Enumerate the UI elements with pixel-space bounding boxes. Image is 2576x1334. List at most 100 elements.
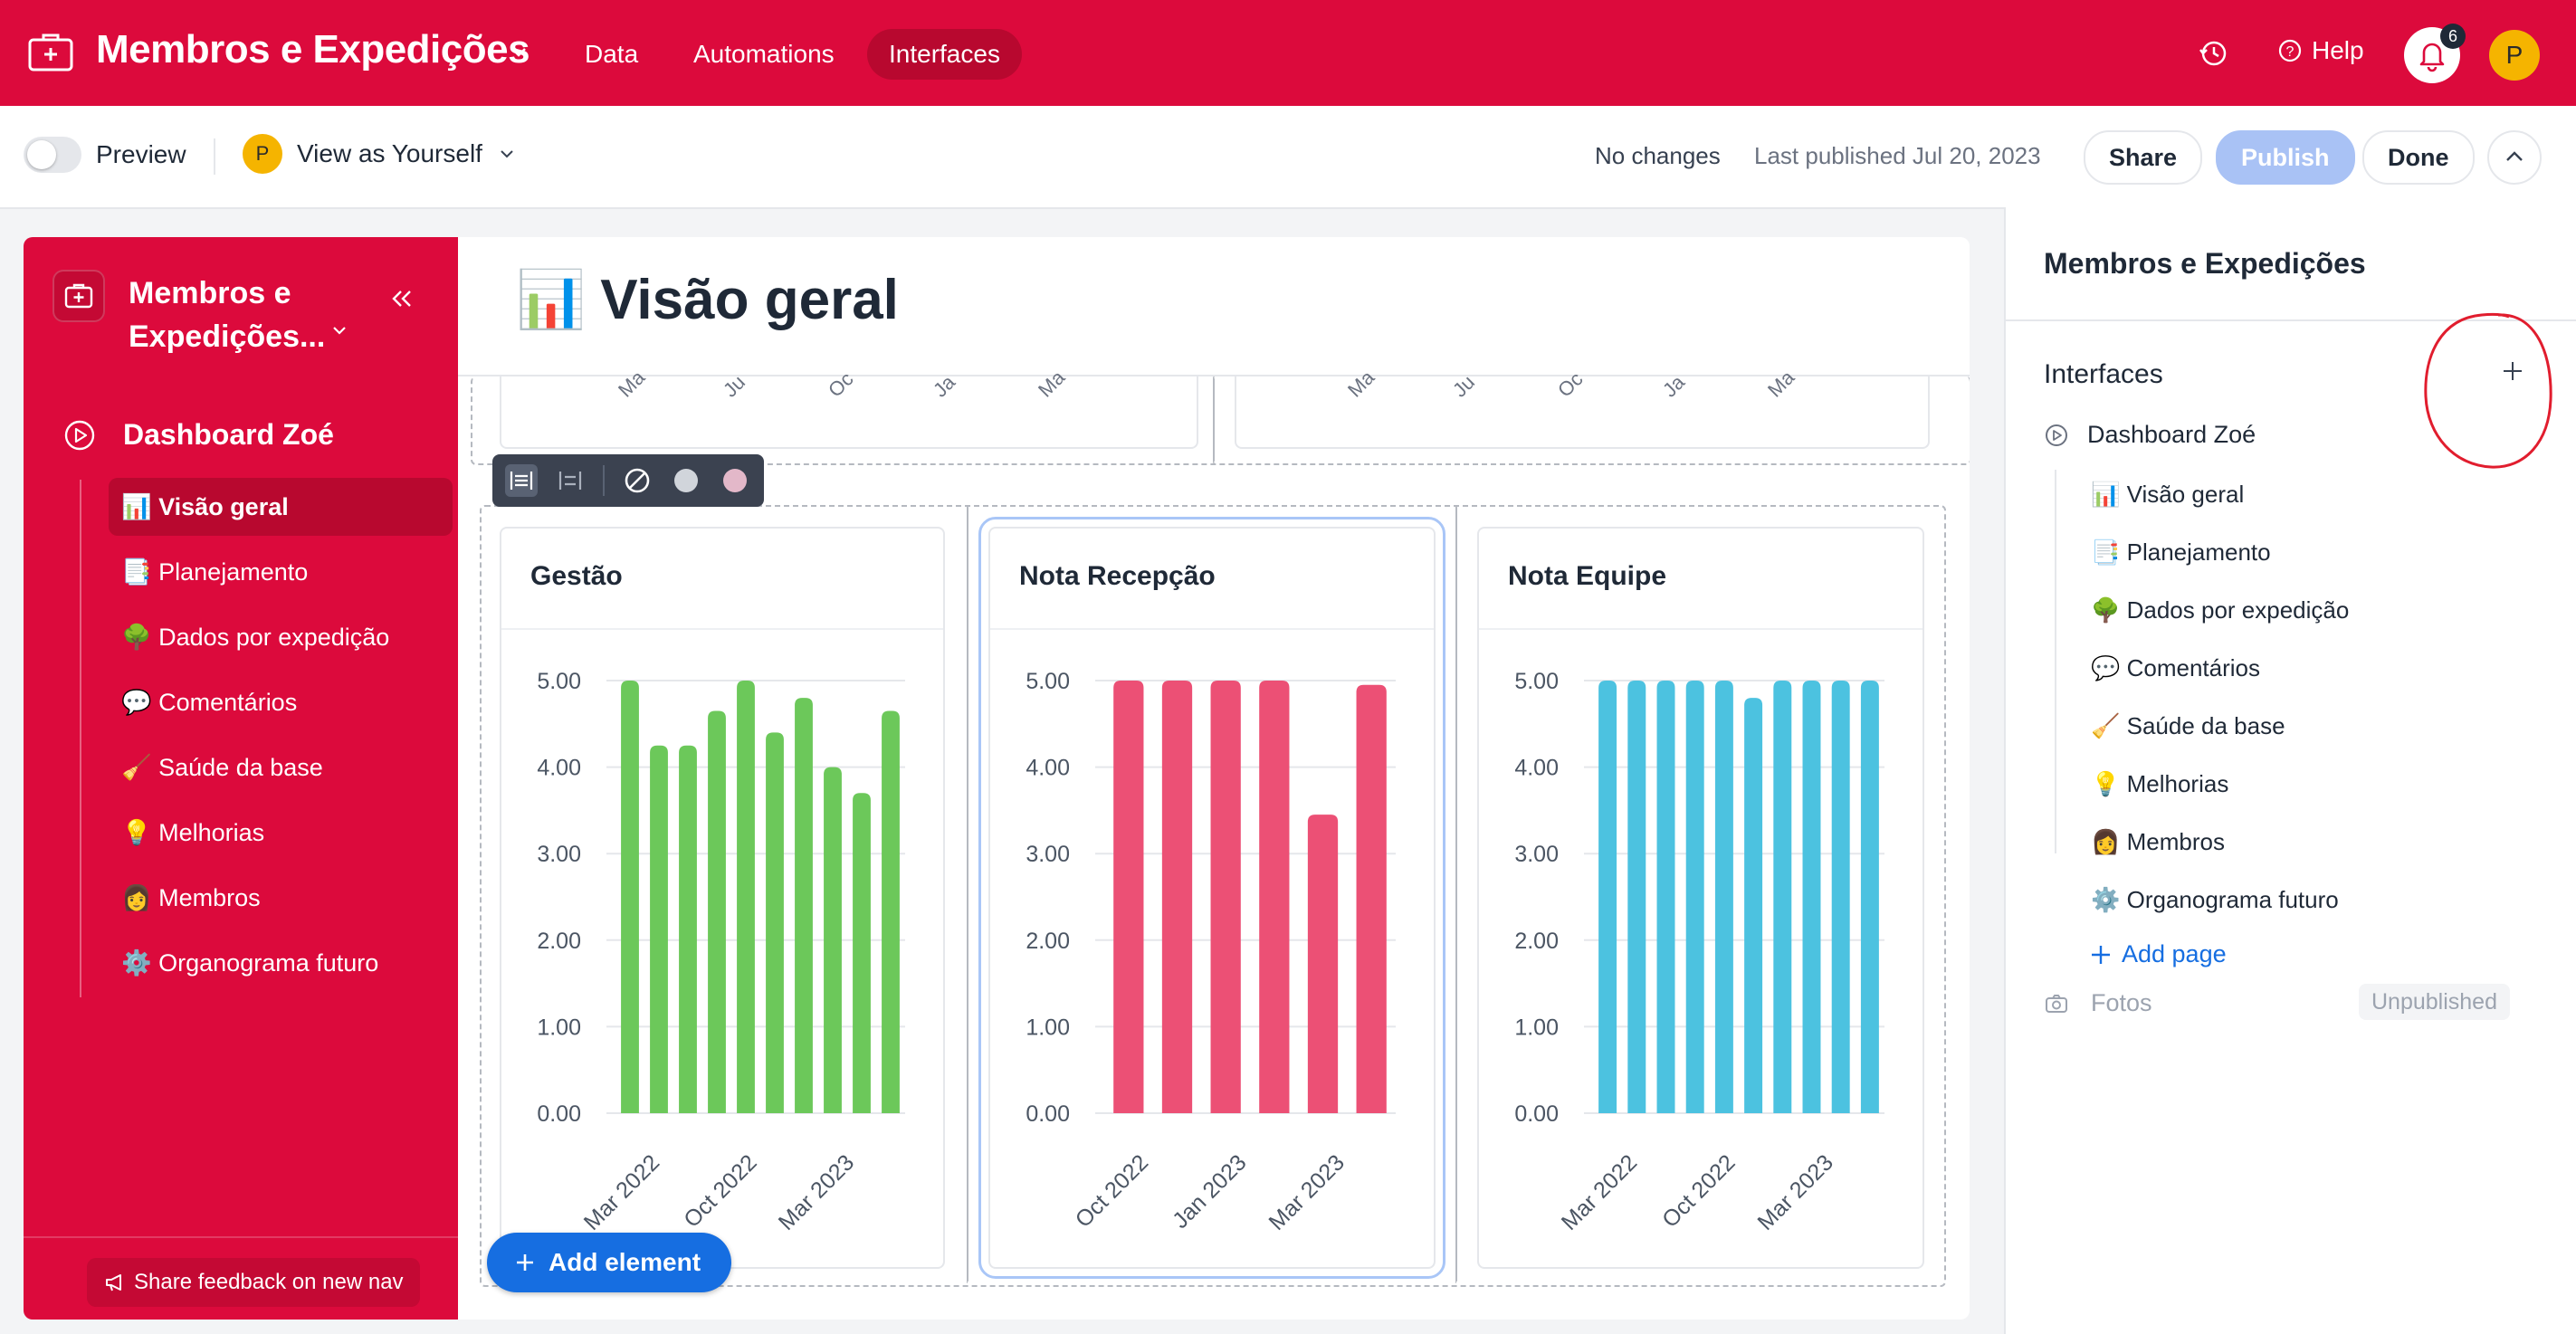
panel-page-comentarios[interactable]: 💬 Comentários <box>2091 654 2260 682</box>
sidebar-page-planejamento[interactable]: 📑 Planejamento <box>109 543 453 601</box>
sidebar-page-label: Comentários <box>158 689 298 716</box>
page-title[interactable]: 📊 Visão geral <box>516 266 899 333</box>
panel-page-melhorias[interactable]: 💡 Melhorias <box>2091 770 2228 798</box>
sidebar-page-label: Organograma futuro <box>158 949 379 977</box>
panel-dashboard[interactable]: Dashboard Zoé <box>2044 421 2256 449</box>
sidebar-page-visao-geral[interactable]: 📊 Visão geral <box>109 478 453 536</box>
base-briefcase-icon[interactable] <box>27 33 74 72</box>
base-title[interactable]: Membros e Expedições <box>96 27 530 71</box>
column-separator <box>967 505 968 1283</box>
sidebar-page-saude-da-base[interactable]: 🧹 Saúde da base <box>109 738 453 796</box>
nav-interfaces[interactable]: Interfaces <box>867 29 1022 80</box>
chevron-down-icon[interactable] <box>329 320 349 340</box>
chart-card-nota-recepcao[interactable]: Nota Recepção 0.00 1.00 2.00 3.00 4.00 5.00 Oc… <box>978 517 1445 1279</box>
chart-title: Nota Recepção <box>1019 561 1216 591</box>
chevron-down-icon[interactable] <box>507 40 530 63</box>
panel-page-planejamento[interactable]: 📑 Planejamento <box>2091 538 2271 567</box>
chart-bar <box>1802 681 1821 1113</box>
full-width-icon[interactable] <box>505 464 538 497</box>
pink-background-swatch[interactable] <box>719 464 751 497</box>
section-toolbar <box>492 454 764 507</box>
previous-chart-card[interactable]: Ma Ju Oc Ja Ma <box>1235 366 1930 449</box>
previous-chart-card[interactable]: Ma Ju Oc Ja Ma <box>500 366 1198 449</box>
add-element-button[interactable]: Add element <box>487 1233 732 1292</box>
divider <box>2006 319 2576 321</box>
divider <box>990 628 1434 630</box>
tree-icon: 🌳 <box>121 624 152 652</box>
chart-bar <box>650 745 668 1113</box>
preview-toggle[interactable] <box>24 137 81 173</box>
bar-chart-icon: 📊 <box>121 493 152 521</box>
panel-interface-fotos[interactable]: Fotos <box>2044 989 2152 1017</box>
gray-background-swatch[interactable] <box>670 464 702 497</box>
notification-count-badge: 6 <box>2440 24 2466 49</box>
no-background-icon[interactable] <box>621 464 654 497</box>
publish-button[interactable]: Publish <box>2216 130 2355 185</box>
chart-card-nota-equipe[interactable]: Nota Equipe 0.00 1.00 2.00 3.00 4.00 5.00 Mar … <box>1477 527 1924 1269</box>
history-icon[interactable] <box>2198 38 2228 69</box>
chart-bar <box>795 698 813 1113</box>
sidebar-page-organograma-futuro[interactable]: ⚙️ Organograma futuro <box>109 934 453 992</box>
prev-tick-label: Ma <box>614 366 650 402</box>
help-button[interactable]: ? Help <box>2277 36 2364 65</box>
y-tick-label: 0.00 <box>1026 1101 1070 1127</box>
fixed-width-icon[interactable] <box>554 464 587 497</box>
panel-page-dados-por-expedicao[interactable]: 🌳 Dados por expedição <box>2091 596 2349 624</box>
sidebar-app-title[interactable]: Membros e Expedições... <box>129 276 326 354</box>
sidebar-dashboard[interactable]: Dashboard Zoé <box>63 418 334 452</box>
y-tick-label: 5.00 <box>1514 669 1559 694</box>
divider <box>1479 628 1922 630</box>
y-tick-label: 0.00 <box>537 1101 581 1127</box>
sidebar-page-melhorias[interactable]: 💡 Melhorias <box>109 804 453 862</box>
done-button[interactable]: Done <box>2362 130 2475 185</box>
x-tick-label: Mar 2023 <box>774 1149 859 1234</box>
sidebar-page-membros[interactable]: 👩 Membros <box>109 869 453 927</box>
prev-tick-label: Ma <box>1763 366 1799 402</box>
share-button[interactable]: Share <box>2084 130 2203 185</box>
add-page-button[interactable]: Add page <box>2089 940 2227 968</box>
x-tick-label: Oct 2022 <box>1071 1149 1154 1233</box>
y-tick-label: 2.00 <box>1514 929 1559 954</box>
y-tick-label: 3.00 <box>537 842 581 867</box>
chevron-down-icon <box>501 150 513 158</box>
collapse-header-button[interactable] <box>2487 130 2542 185</box>
panel-page-label: Organograma futuro <box>2126 886 2339 913</box>
x-tick-label: Mar 2022 <box>579 1149 664 1234</box>
add-interface-icon[interactable] <box>2500 358 2525 384</box>
user-avatar[interactable]: P <box>2489 30 2540 81</box>
panel-page-membros[interactable]: 👩 Membros <box>2091 828 2225 856</box>
nav-data[interactable]: Data <box>585 40 639 68</box>
top-bar: Membros e Expedições Data Automations In… <box>0 0 2576 106</box>
panel-page-organograma-futuro[interactable]: ⚙️ Organograma futuro <box>2091 886 2339 914</box>
gear-icon: ⚙️ <box>2091 887 2121 914</box>
view-as-dropdown[interactable]: P View as Yourself <box>243 134 517 174</box>
chart-row-section[interactable] <box>480 505 1946 1287</box>
chart-bar <box>853 793 871 1113</box>
panel-page-label: Planejamento <box>2126 538 2271 566</box>
broom-icon: 🧹 <box>121 754 152 782</box>
collapse-sidebar-icon[interactable] <box>386 282 418 315</box>
panel-page-saude-da-base[interactable]: 🧹 Saúde da base <box>2091 712 2285 740</box>
x-tick-label: Mar 2023 <box>1264 1149 1349 1234</box>
divider <box>214 138 215 175</box>
broom-icon: 🧹 <box>2091 713 2121 740</box>
person-icon: 👩 <box>2091 829 2121 856</box>
chart-bar <box>1744 698 1763 1113</box>
tree-line <box>80 480 81 997</box>
prev-tick-label: Ma <box>1343 366 1379 402</box>
sidebar-page-comentarios[interactable]: 💬 Comentários <box>109 673 453 731</box>
sidebar-page-dados-por-expedicao[interactable]: 🌳 Dados por expedição <box>109 608 453 666</box>
help-icon: ? <box>2278 39 2302 62</box>
panel-page-visao-geral[interactable]: 📊 Visão geral <box>2091 481 2244 509</box>
chart-bar <box>882 710 900 1113</box>
speech-bubble-icon: 💬 <box>2091 655 2121 682</box>
bar-chart: 0.00 1.00 2.00 3.00 4.00 5.00 Mar 2022 Oct 2022… <box>1514 669 1884 1235</box>
chart-bar <box>1860 681 1879 1113</box>
share-feedback-button[interactable]: Share feedback on new nav <box>87 1258 420 1307</box>
chart-card-gestao[interactable]: Gestão 0.00 1.00 2.00 3.00 4.00 5.00 Mar 2022 O… <box>500 527 945 1269</box>
nav-automations[interactable]: Automations <box>693 40 835 68</box>
chart-bar <box>621 681 639 1113</box>
sidebar-page-label: Membros <box>158 884 261 911</box>
tree-line <box>2055 470 2056 853</box>
y-tick-label: 4.00 <box>1514 756 1559 781</box>
